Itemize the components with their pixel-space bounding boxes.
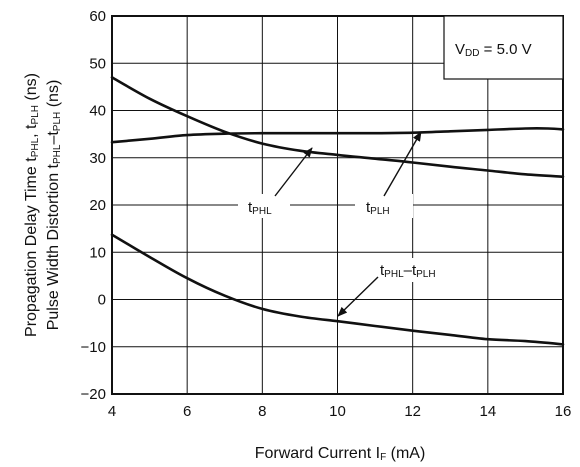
label-bg-tdiff: [373, 258, 483, 282]
y-tick-label: −20: [81, 386, 106, 403]
y-axis-title: Propagation Delay Time tPHL, tPLH (ns) P…: [23, 73, 63, 337]
arrow-tdiff: [337, 276, 379, 317]
x-tick-label: 12: [404, 403, 421, 420]
condition-box: [443, 15, 564, 80]
arrow-tplh: [383, 131, 422, 197]
y-tick-label: 0: [98, 292, 106, 309]
x-tick-label: 4: [108, 403, 116, 420]
x-axis-title: Forward Current IF (mA): [255, 445, 426, 463]
series-label-tplh: tPLH: [366, 199, 390, 217]
series-line-tphl-minus-tplh: [110, 233, 565, 346]
plot-frame: [111, 15, 564, 395]
y-tick-label: 50: [89, 55, 106, 72]
y-tick-label: 40: [89, 103, 106, 120]
condition-label: VDD = 5.0 V: [455, 41, 532, 59]
series-label-tdiff: tPHL–tPLH: [380, 262, 436, 280]
x-tick-label: 10: [329, 403, 346, 420]
y-tick-label: 20: [89, 197, 106, 214]
series-label-tphl: tPHL: [248, 199, 272, 217]
y-tick-label: 30: [89, 150, 106, 167]
y-tick-label: 10: [89, 244, 106, 261]
label-bg-tplh: [355, 194, 413, 218]
label-bg-tphl: [238, 194, 290, 218]
x-tick-label: 6: [183, 403, 191, 420]
x-tick-label: 14: [479, 403, 496, 420]
y-axis-title-line2: Pulse Width Distortion tPHL–tPLH (ns): [45, 80, 63, 331]
y-axis-title-line1: Propagation Delay Time tPHL, tPLH (ns): [23, 73, 41, 337]
series-line-tphl: [110, 76, 565, 178]
y-tick-label: 60: [89, 8, 106, 25]
series-layer: [110, 76, 565, 346]
arrow-tphl: [274, 147, 313, 197]
y-tick-label: −10: [81, 339, 106, 356]
x-tick-label: 16: [555, 403, 572, 420]
x-tick-label: 8: [258, 403, 266, 420]
ticks: 4 6 8 10 12 14 16 60 50 40 30 20 10 0 −10 −20: [81, 8, 572, 420]
series-line-tplh: [110, 127, 565, 144]
